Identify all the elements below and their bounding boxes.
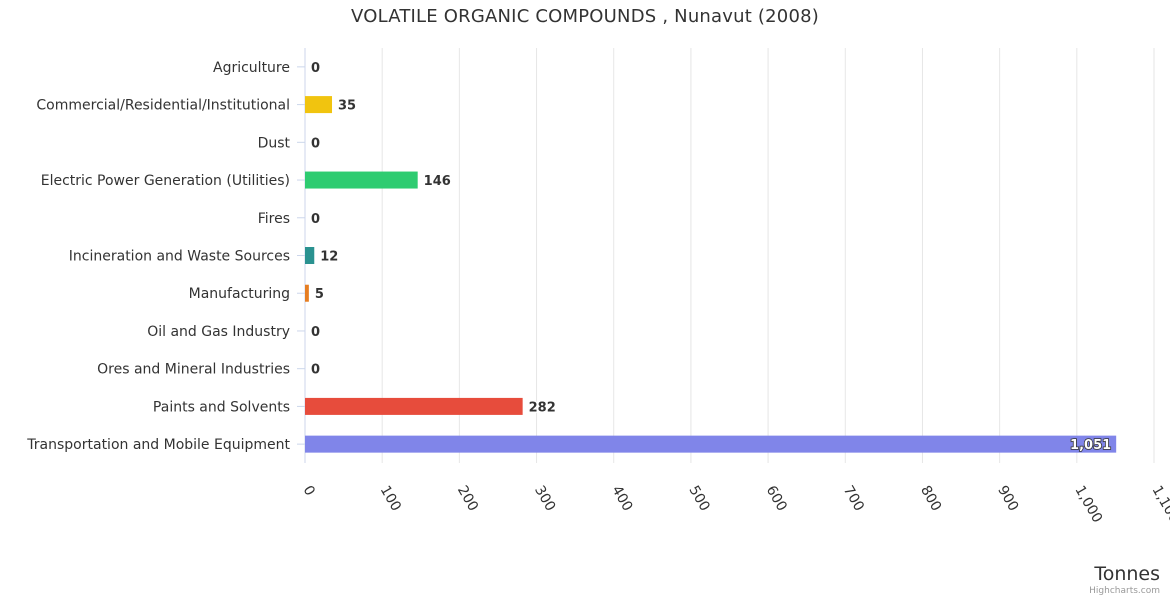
data-label: 146: [424, 174, 451, 189]
x-axis-title: Tonnes: [1094, 563, 1160, 585]
data-label: 0: [311, 136, 320, 151]
category-label: Agriculture: [213, 60, 290, 76]
data-label: 5: [315, 287, 324, 302]
x-tick-label: 300: [531, 483, 558, 514]
data-label: 12: [320, 250, 338, 265]
x-tick-label: 1,100: [1149, 483, 1170, 526]
category-label: Paints and Solvents: [153, 399, 290, 415]
data-label: 35: [338, 99, 356, 114]
category-label: Ores and Mineral Industries: [97, 362, 290, 378]
category-label: Manufacturing: [189, 286, 290, 302]
bar: [305, 435, 1117, 453]
category-label: Incineration and Waste Sources: [69, 249, 290, 265]
data-label: 1,051: [1070, 438, 1111, 453]
category-label: Oil and Gas Industry: [147, 324, 290, 340]
data-label: 282: [529, 400, 556, 415]
x-tick-label: 0: [300, 483, 318, 499]
x-tick-label: 1,000: [1071, 483, 1105, 526]
bar: [305, 96, 333, 114]
category-label: Commercial/Residential/Institutional: [36, 98, 290, 114]
x-tick-label: 700: [840, 483, 867, 514]
bar: [305, 171, 418, 189]
x-tick-label: 200: [454, 483, 481, 514]
bar: [305, 247, 315, 264]
category-labels: Agriculture Commercial/Residential/Instit…: [26, 60, 290, 453]
x-axis-tick-labels: 0 100 200 300 400 500 600 700 800 900 1,000 1,100: [300, 483, 1170, 526]
bars: [305, 96, 1117, 453]
category-label: Fires: [258, 211, 290, 227]
x-tick-label: 600: [763, 483, 790, 514]
chart-title: VOLATILE ORGANIC COMPOUNDS , Nunavut (20…: [351, 6, 819, 27]
category-label: Electric Power Generation (Utilities): [41, 173, 290, 189]
x-tick-label: 400: [608, 483, 635, 514]
bar: [305, 284, 309, 302]
data-label: 0: [311, 212, 320, 227]
category-label: Dust: [258, 135, 291, 151]
data-label: 0: [311, 363, 320, 378]
x-tick-label: 800: [917, 483, 944, 514]
data-labels: 0 35 0 146 0 12 5 0 0 282 1,051: [310, 60, 1112, 454]
credits-link[interactable]: Highcharts.com: [1089, 586, 1160, 596]
category-label: Transportation and Mobile Equipment: [26, 437, 290, 453]
x-tick-label: 100: [377, 483, 404, 514]
data-label: 0: [311, 325, 320, 340]
grid-lines: [297, 48, 1155, 463]
bar: [305, 397, 523, 415]
data-label: 0: [311, 61, 320, 76]
x-tick-label: 900: [994, 483, 1021, 514]
x-tick-label: 500: [685, 483, 712, 514]
